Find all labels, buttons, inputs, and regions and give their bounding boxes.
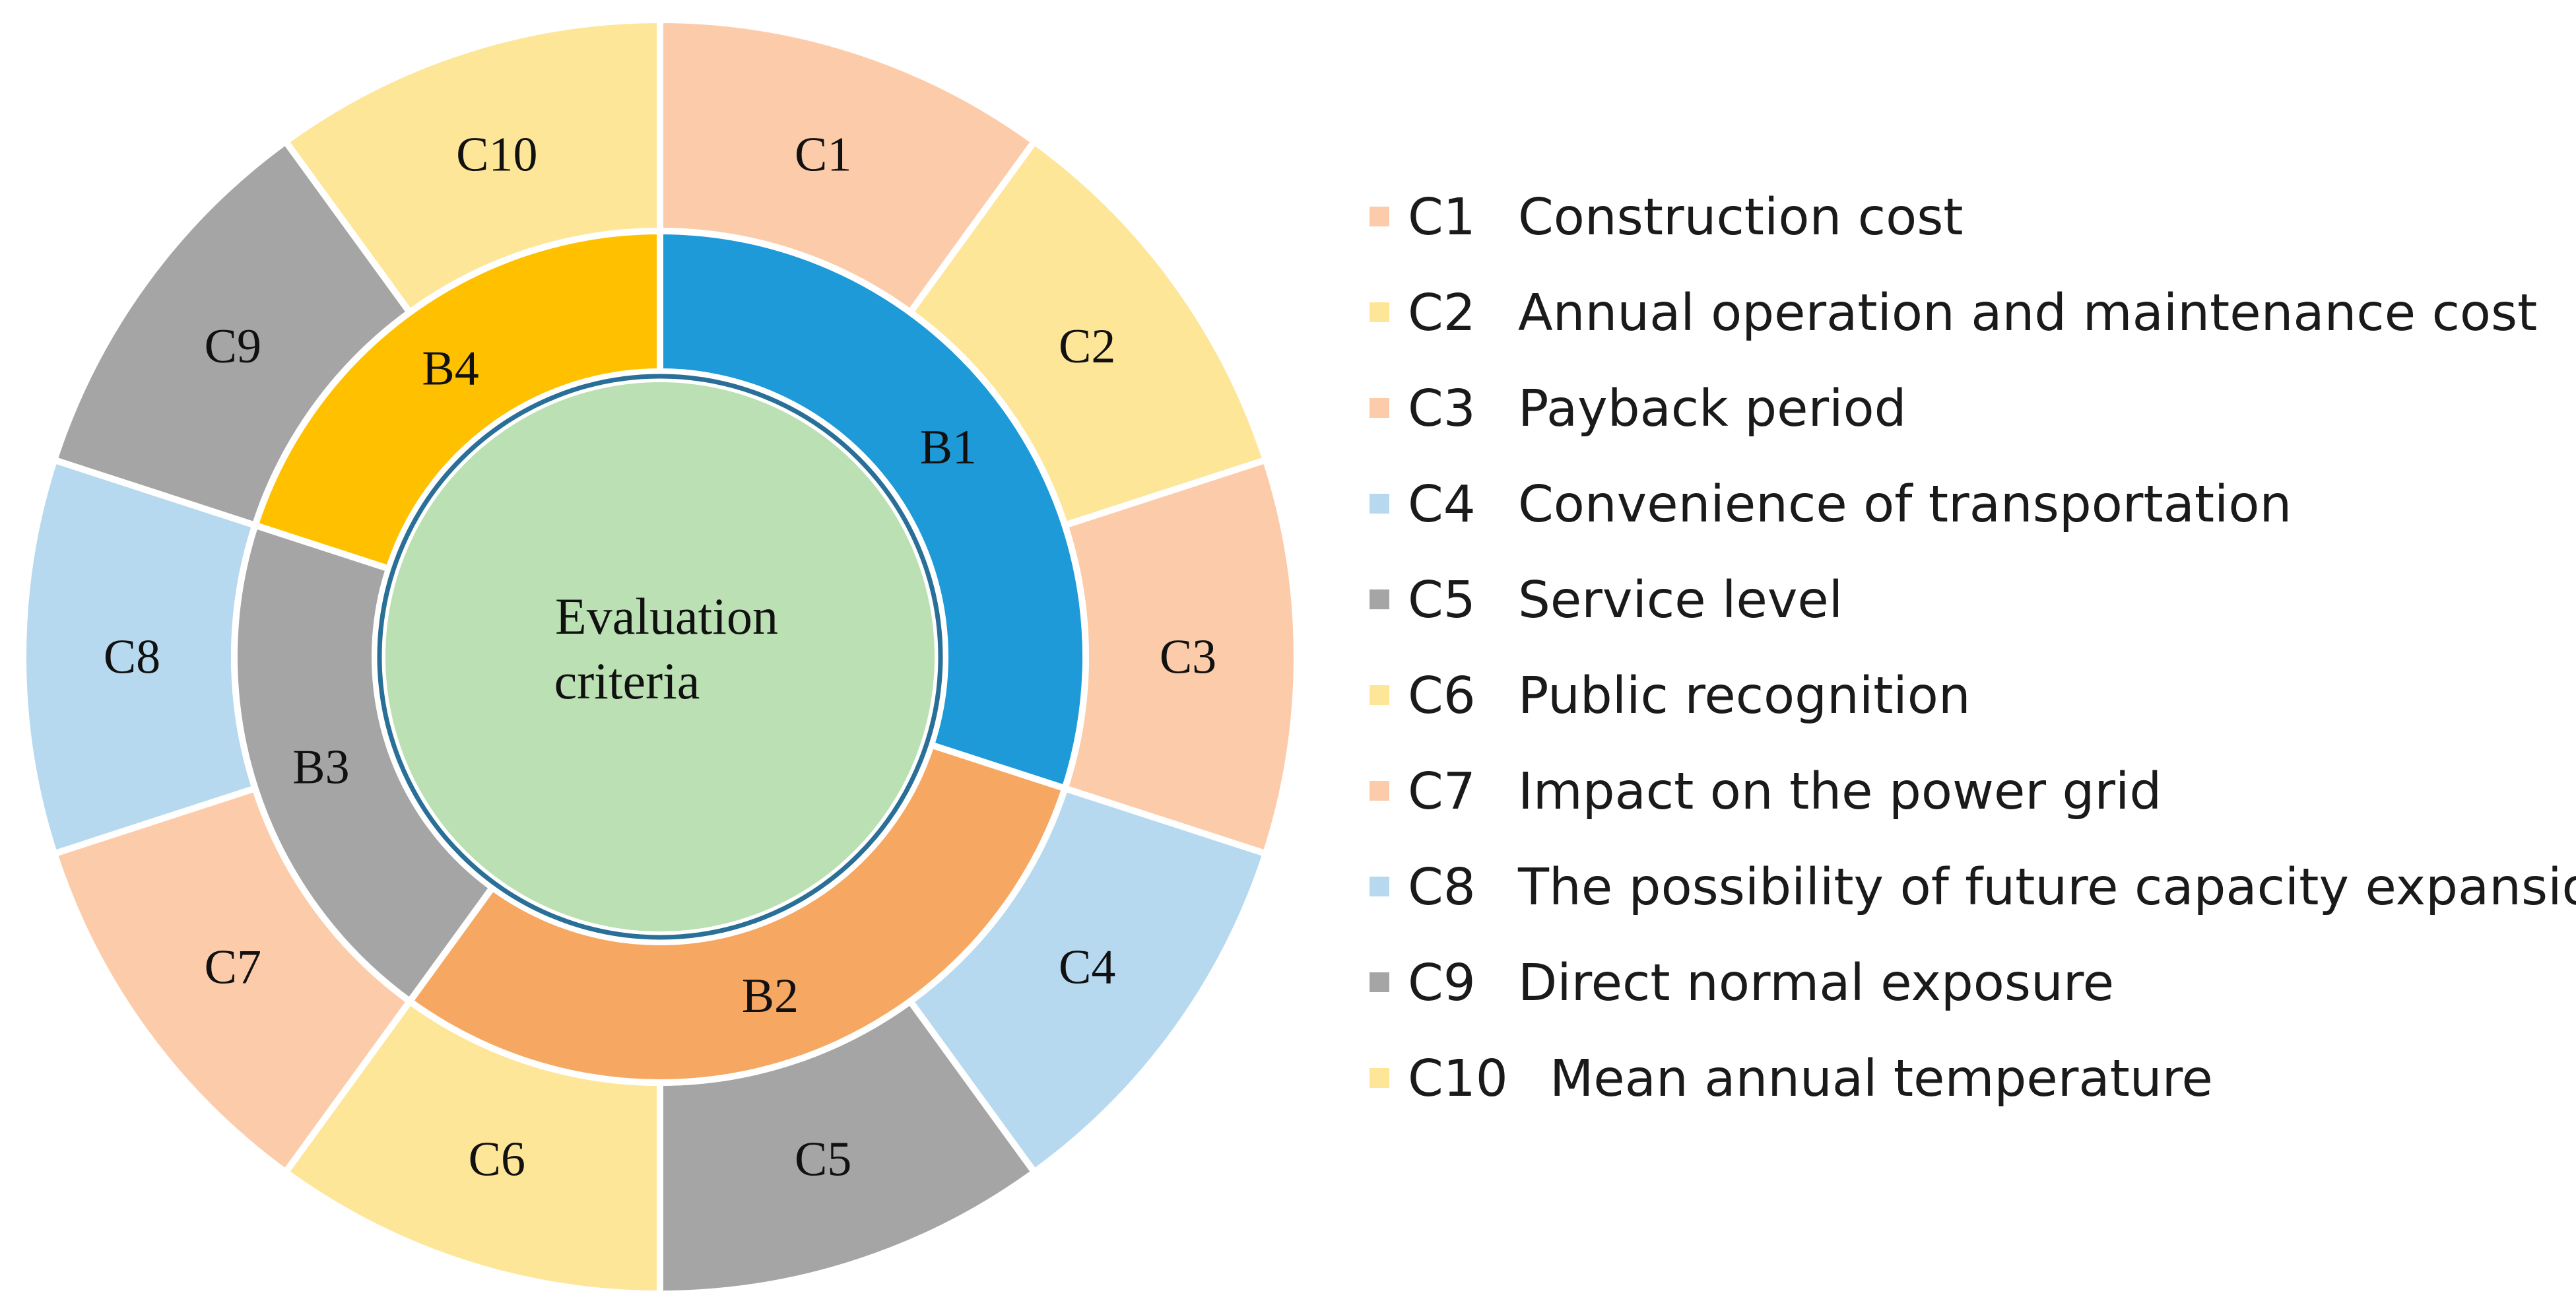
center-label-line1: Evaluation — [555, 587, 778, 645]
legend-code: C6 — [1408, 667, 1476, 725]
inner-label-b3: B3 — [292, 740, 349, 794]
center-circle-group: Evaluation criteria — [377, 374, 943, 940]
outer-label-c10: C10 — [456, 128, 537, 182]
inner-segment-b1 — [657, 227, 1089, 793]
inner-segment-b2 — [405, 741, 1069, 1086]
legend-label: Construction cost — [1518, 188, 1964, 247]
outer-label-c5: C5 — [795, 1132, 851, 1186]
legend-code: C5 — [1408, 571, 1476, 630]
legend-code: C1 — [1408, 188, 1476, 247]
legend-label: Service level — [1518, 571, 1843, 630]
legend-swatch — [1370, 207, 1389, 226]
legend-swatch — [1370, 494, 1389, 514]
legend-swatch — [1370, 398, 1389, 418]
inner-label-b2: B2 — [742, 969, 799, 1023]
legend-label: The possibility of future capacity expan… — [1518, 858, 2576, 917]
outer-label-c8: C8 — [104, 630, 160, 684]
inner-segment-b4 — [251, 227, 663, 573]
legend-label: Annual operation and maintenance cost — [1518, 284, 2538, 343]
outer-label-c9: C9 — [205, 319, 261, 374]
legend-swatch — [1370, 972, 1389, 992]
legend-label: Public recognition — [1518, 667, 1971, 725]
legend-label: Direct normal exposure — [1518, 954, 2115, 1013]
legend-code: C10 — [1408, 1050, 1508, 1108]
legend-code: C8 — [1408, 858, 1476, 917]
legend-swatch — [1370, 589, 1389, 609]
segment-labels: C1 C2 C3 C4 C5 C6 C7 C8 C9 C10 B1 B2 B3 B4 — [104, 128, 1216, 1187]
legend-label: Impact on the power grid — [1518, 762, 2162, 821]
inner-label-b1: B1 — [920, 420, 977, 475]
legend-swatch — [1370, 781, 1389, 801]
legend-code: C7 — [1408, 762, 1476, 821]
legend-swatch — [1370, 1068, 1389, 1088]
outer-label-c2: C2 — [1059, 319, 1115, 374]
outer-label-c6: C6 — [469, 1132, 525, 1186]
outer-label-c4: C4 — [1059, 941, 1115, 995]
legend-label: Mean annual temperature — [1550, 1050, 2213, 1108]
legend-code: C9 — [1408, 954, 1476, 1013]
legend-code: C3 — [1408, 380, 1476, 438]
center-label-line2: criteria — [554, 652, 700, 710]
outer-label-c1: C1 — [795, 128, 851, 182]
inner-segment-b3 — [231, 521, 498, 1006]
legend-swatch — [1370, 685, 1389, 705]
inner-label-b4: B4 — [422, 342, 479, 396]
legend-swatch — [1370, 877, 1389, 896]
center-circle-outline — [377, 374, 943, 940]
outer-label-c3: C3 — [1160, 630, 1216, 684]
center-circle — [385, 382, 935, 931]
legend-code: C4 — [1408, 475, 1476, 534]
legend-label: Convenience of transportation — [1518, 475, 2292, 534]
legend-label: Payback period — [1518, 380, 1907, 438]
outer-label-c7: C7 — [205, 941, 261, 995]
inner-ring — [231, 227, 1089, 1086]
legend-code: C2 — [1408, 284, 1476, 343]
legend-swatch — [1370, 302, 1389, 322]
